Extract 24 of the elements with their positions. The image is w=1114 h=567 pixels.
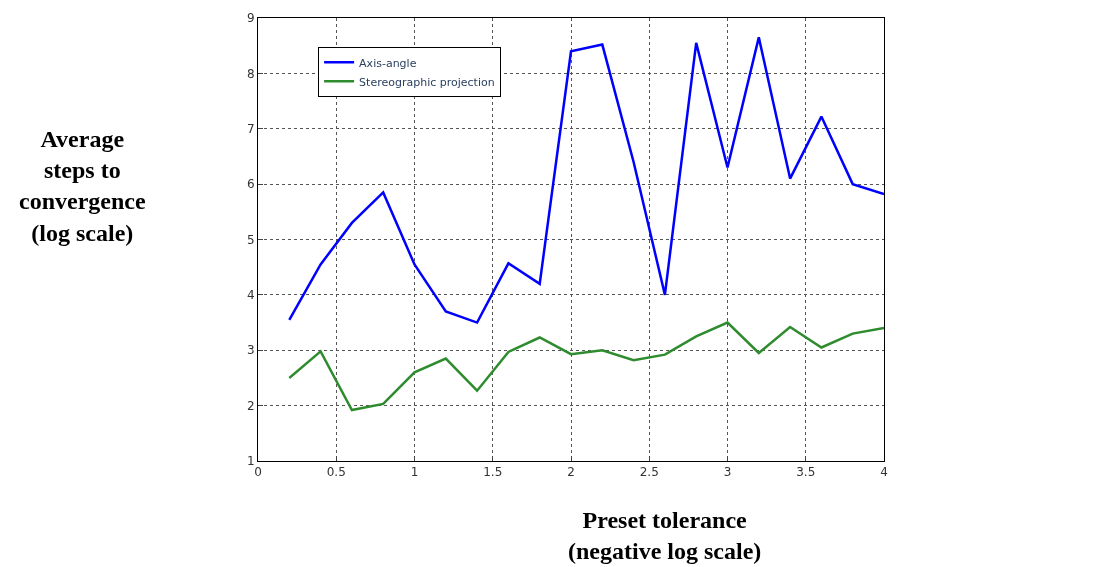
x-tick-label: 3.5 bbox=[796, 465, 816, 480]
line-series bbox=[288, 36, 884, 324]
y-tick-label: 3 bbox=[246, 343, 255, 358]
y-tick-label: 8 bbox=[246, 66, 255, 81]
y-tick-label: 7 bbox=[246, 121, 255, 136]
x-axis-title: Preset tolerance (negative log scale) bbox=[568, 507, 762, 565]
x-tick-label: 2.5 bbox=[639, 465, 659, 480]
y-tick-label: 1 bbox=[246, 454, 255, 469]
y-tick-label: 4 bbox=[246, 288, 255, 303]
line-series bbox=[288, 321, 884, 412]
legend-label: Stereographic projection bbox=[359, 75, 495, 89]
y-tick-label: 2 bbox=[246, 398, 255, 413]
x-tick-label: 1.5 bbox=[483, 465, 503, 480]
y-tick-label: 5 bbox=[246, 232, 255, 247]
x-tick-label: 2 bbox=[567, 465, 575, 480]
y-tick-label: 9 bbox=[246, 11, 255, 26]
y-axis-title: Average steps to convergence (log scale) bbox=[19, 126, 146, 246]
y-tick-label: 6 bbox=[246, 177, 255, 192]
x-tick-label: 4 bbox=[880, 465, 888, 480]
x-tick-label: 3 bbox=[723, 465, 732, 480]
x-tick-label: 0 bbox=[254, 465, 262, 480]
legend-label: Axis-angle bbox=[359, 56, 417, 70]
x-tick-label: 0.5 bbox=[326, 465, 346, 480]
x-tick-label: 1 bbox=[410, 465, 419, 480]
